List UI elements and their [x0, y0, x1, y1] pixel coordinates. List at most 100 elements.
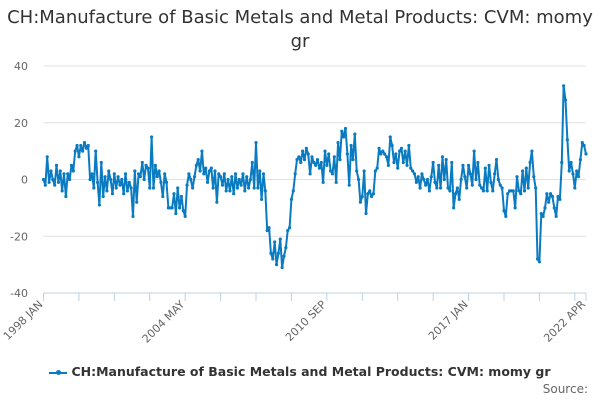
data-point	[232, 192, 236, 196]
data-point	[164, 180, 169, 184]
data-point	[110, 192, 115, 196]
data-point	[250, 160, 254, 165]
data-point	[209, 166, 213, 170]
data-point	[95, 180, 100, 184]
data-point	[433, 180, 437, 184]
data-point	[286, 228, 290, 233]
data-point	[345, 152, 349, 156]
data-point	[334, 180, 338, 184]
data-point	[170, 206, 174, 210]
data-point	[278, 237, 282, 241]
data-point	[457, 197, 461, 201]
data-point	[314, 163, 318, 167]
data-point	[181, 209, 185, 213]
data-point	[153, 163, 157, 167]
data-point	[114, 186, 118, 190]
data-point	[45, 155, 49, 159]
data-point	[92, 186, 96, 190]
data-point	[99, 160, 103, 165]
legend-item[interactable]: CH:Manufacture of Basic Metals and Metal…	[0, 364, 600, 379]
y-tick-label: 0	[21, 174, 28, 187]
data-point	[155, 175, 159, 179]
data-point	[150, 135, 154, 139]
data-point	[101, 194, 105, 199]
data-point	[260, 197, 264, 201]
legend-line-marker-icon	[49, 370, 68, 375]
data-point	[388, 135, 392, 139]
data-point	[254, 141, 258, 145]
data-point	[448, 189, 452, 193]
data-point	[496, 177, 500, 182]
data-point	[461, 163, 465, 167]
data-point	[267, 226, 271, 230]
x-tick-label: 1998 JAN	[1, 298, 46, 343]
data-point	[530, 149, 534, 153]
x-tick-label: 2004 MAY	[140, 298, 188, 346]
data-point	[301, 149, 305, 153]
data-point	[174, 211, 178, 216]
data-point	[215, 200, 219, 204]
data-point	[491, 189, 495, 193]
data-point	[73, 149, 77, 153]
y-tick-label: -20	[10, 230, 28, 243]
data-point	[521, 169, 525, 173]
data-point	[513, 206, 517, 210]
data-point	[304, 146, 308, 150]
data-point	[463, 175, 467, 179]
data-point	[340, 129, 344, 133]
data-point	[397, 149, 402, 153]
data-point	[66, 172, 70, 176]
data-point	[358, 200, 363, 204]
data-point	[444, 158, 448, 162]
data-point	[53, 183, 57, 187]
data-point	[353, 132, 357, 136]
data-point	[519, 192, 523, 196]
data-point	[287, 226, 292, 230]
y-axis-labels: 40 20 0 -20 -40	[10, 60, 28, 300]
data-point	[75, 143, 79, 148]
data-point	[172, 192, 176, 196]
data-point	[284, 246, 288, 250]
data-point	[317, 166, 322, 170]
data-point	[371, 192, 376, 196]
data-point	[123, 172, 128, 176]
data-point	[185, 183, 189, 187]
data-point	[265, 228, 269, 233]
data-point	[438, 186, 443, 190]
data-point	[228, 189, 232, 193]
data-point	[465, 186, 469, 190]
data-point	[360, 194, 364, 199]
x-tick-label: 2010 SEP	[283, 298, 329, 344]
data-point	[271, 257, 275, 261]
data-point	[435, 186, 439, 190]
data-point	[151, 186, 156, 190]
data-point	[256, 186, 260, 190]
data-point	[420, 172, 424, 176]
data-point	[112, 172, 116, 176]
data-point	[289, 197, 294, 201]
data-point	[416, 175, 420, 179]
data-point	[543, 206, 547, 210]
data-point	[233, 172, 238, 176]
data-point	[534, 186, 538, 190]
data-point	[575, 169, 579, 173]
data-point	[500, 186, 504, 190]
data-point	[442, 177, 446, 182]
data-point	[522, 189, 527, 193]
data-point	[47, 180, 51, 184]
data-point	[541, 214, 545, 218]
data-point	[198, 169, 202, 173]
data-point	[243, 189, 247, 193]
x-axis: 1998 JAN 2004 MAY 2010 SEP 2017 JAN 2022 APR	[1, 292, 588, 346]
data-point	[280, 265, 284, 270]
data-point	[440, 155, 445, 159]
data-point	[120, 177, 124, 182]
data-point	[187, 172, 191, 176]
data-point	[62, 172, 66, 176]
data-point	[384, 155, 389, 159]
data-point	[159, 180, 163, 184]
data-point	[246, 186, 251, 190]
data-point	[224, 189, 228, 193]
data-point	[431, 160, 435, 165]
data-point	[437, 163, 441, 167]
